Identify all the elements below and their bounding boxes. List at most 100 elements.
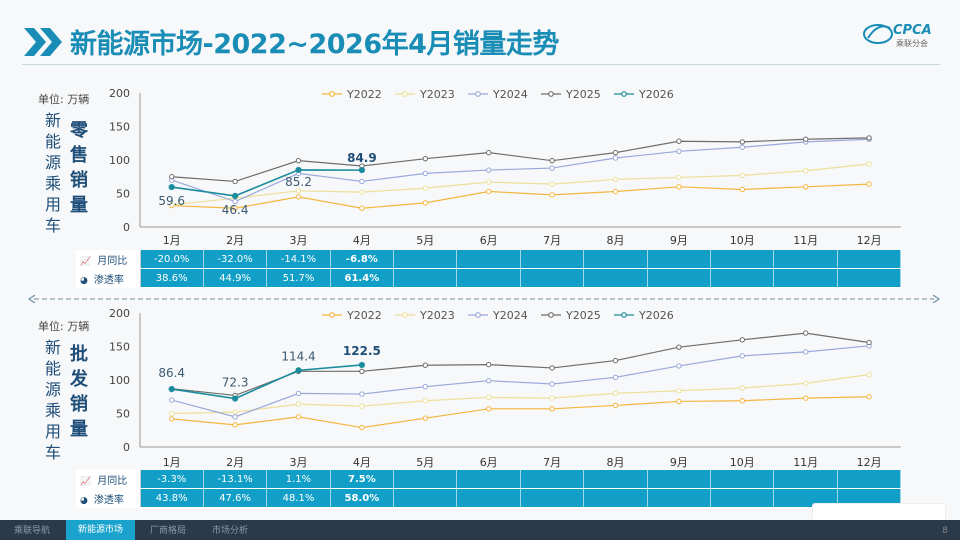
data-label: 59.6 xyxy=(158,194,185,208)
data-point xyxy=(676,184,682,190)
data-point xyxy=(295,157,302,164)
data-point xyxy=(676,344,682,350)
data-point xyxy=(866,161,872,167)
data-point xyxy=(803,184,809,190)
series-line xyxy=(171,183,870,209)
chevron-icon xyxy=(24,28,62,56)
x-tick-label: 11月 xyxy=(793,456,818,469)
table-cell: 44.9% xyxy=(203,268,268,288)
wholesale-char: 发 xyxy=(70,369,88,390)
data-point xyxy=(422,200,428,206)
data-point xyxy=(549,181,555,187)
table-cell: 58.0% xyxy=(330,488,395,508)
side-char: 能 xyxy=(44,132,61,151)
x-tick-label: 2月 xyxy=(226,234,244,247)
legend-marker xyxy=(402,91,408,97)
data-point xyxy=(676,148,682,154)
table-cell xyxy=(710,488,775,508)
table-cell xyxy=(583,250,648,269)
data-point xyxy=(549,381,555,387)
footer-tab-2[interactable]: 厂商格局 xyxy=(150,526,187,536)
legend-marker xyxy=(329,91,335,97)
table-cell: -6.8% xyxy=(330,250,395,269)
series-line xyxy=(171,396,870,429)
side-char: 新 xyxy=(44,338,61,357)
y-tick-label: 100 xyxy=(109,154,130,167)
legend-marker xyxy=(548,91,554,97)
x-tick-label: 9月 xyxy=(670,234,688,247)
row-label: 月同比 xyxy=(97,255,128,267)
data-point xyxy=(169,416,175,422)
side-char: 车 xyxy=(44,443,61,462)
data-point xyxy=(866,181,872,187)
data-label: 84.9 xyxy=(347,151,377,165)
data-label: 86.4 xyxy=(158,366,185,380)
data-point xyxy=(486,394,492,401)
x-tick-label: 6月 xyxy=(480,456,498,469)
x-tick-label: 5月 xyxy=(416,456,434,469)
legend-marker xyxy=(475,312,481,318)
row-header-yoy: 📈 月同比 xyxy=(76,250,141,269)
data-point xyxy=(359,163,365,169)
side-char: 新 xyxy=(44,111,61,130)
data-point xyxy=(169,174,175,180)
x-tick-label: 4月 xyxy=(353,234,371,247)
table-cell xyxy=(520,250,585,269)
y-tick-label: 150 xyxy=(109,341,130,354)
x-tick-label: 12月 xyxy=(857,234,882,247)
footer-tab-0[interactable]: 乘联导航 xyxy=(14,526,51,536)
row-label: 月同比 xyxy=(97,475,128,487)
table-cell: 51.7% xyxy=(266,268,331,288)
table-cell: -3.3% xyxy=(140,470,204,489)
y-tick-label: 200 xyxy=(109,87,130,100)
data-point xyxy=(358,167,365,174)
data-point xyxy=(676,174,682,181)
legend-label: Y2022 xyxy=(346,88,382,101)
data-point xyxy=(549,192,555,198)
table-cell xyxy=(773,250,838,269)
data-point xyxy=(803,136,809,142)
data-point xyxy=(739,337,745,343)
footer-tab-1[interactable]: 新能源市场 xyxy=(66,520,136,540)
data-point xyxy=(359,368,365,374)
data-point xyxy=(866,339,872,346)
data-point xyxy=(676,388,682,394)
data-point xyxy=(422,384,428,390)
x-tick-label: 4月 xyxy=(353,456,371,469)
table-cell xyxy=(837,250,902,269)
x-tick-label: 7月 xyxy=(543,456,561,469)
legend-marker xyxy=(329,312,335,318)
legend-label: Y2026 xyxy=(638,88,674,101)
footer-tab-3[interactable]: 市场分析 xyxy=(212,526,249,536)
data-point xyxy=(486,149,492,156)
table-cell xyxy=(456,250,521,269)
table-cell: -32.0% xyxy=(203,250,268,269)
table-cell: 38.6% xyxy=(140,268,204,288)
table-cell xyxy=(520,488,585,508)
retail-char: 售 xyxy=(70,145,88,166)
table-cell xyxy=(456,488,521,508)
table-cell xyxy=(710,250,775,269)
data-point xyxy=(549,165,555,171)
data-point xyxy=(359,403,365,409)
data-point xyxy=(866,343,872,349)
data-point xyxy=(422,185,428,191)
table-cell xyxy=(456,268,521,288)
table-cell xyxy=(583,268,648,288)
data-point xyxy=(232,198,238,205)
series-line xyxy=(171,169,362,197)
data-point xyxy=(168,183,175,191)
retail-char: 销 xyxy=(70,170,88,191)
data-point xyxy=(739,172,745,179)
x-tick-label: 12月 xyxy=(857,456,882,469)
x-tick-label: 10月 xyxy=(730,456,755,469)
page-title: 新能源市场-2022~2026年4月销量走势 xyxy=(70,29,559,60)
data-point xyxy=(486,188,492,195)
data-point xyxy=(612,176,619,183)
row-header-pen: ◕ 渗透率 xyxy=(76,268,141,288)
data-point xyxy=(612,402,619,409)
legend-label: Y2023 xyxy=(419,88,455,101)
wholesale-label: 批 发 销 量 xyxy=(68,342,90,442)
x-tick-label: 5月 xyxy=(416,234,434,247)
data-point xyxy=(232,422,238,428)
